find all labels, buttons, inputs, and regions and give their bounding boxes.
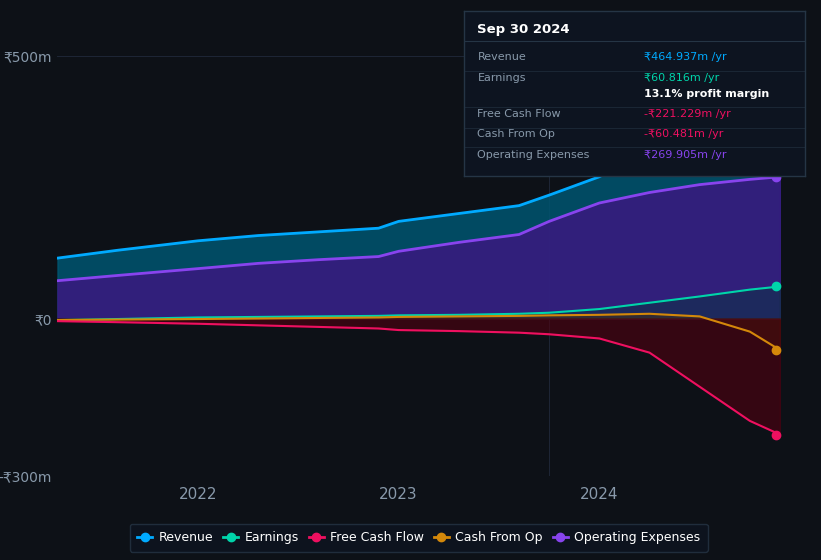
Text: 13.1% profit margin: 13.1% profit margin [644, 89, 770, 99]
Text: ₹464.937m /yr: ₹464.937m /yr [644, 53, 727, 63]
Legend: Revenue, Earnings, Free Cash Flow, Cash From Op, Operating Expenses: Revenue, Earnings, Free Cash Flow, Cash … [130, 524, 708, 552]
Text: ₹269.905m /yr: ₹269.905m /yr [644, 150, 727, 160]
Text: -₹60.481m /yr: -₹60.481m /yr [644, 129, 724, 139]
Text: Earnings: Earnings [478, 73, 526, 83]
Text: Revenue: Revenue [478, 53, 526, 63]
Text: Cash From Op: Cash From Op [478, 129, 555, 139]
Text: -₹221.229m /yr: -₹221.229m /yr [644, 109, 732, 119]
Text: ₹60.816m /yr: ₹60.816m /yr [644, 73, 720, 83]
Text: Sep 30 2024: Sep 30 2024 [478, 23, 570, 36]
Text: Operating Expenses: Operating Expenses [478, 150, 589, 160]
Text: Free Cash Flow: Free Cash Flow [478, 109, 561, 119]
